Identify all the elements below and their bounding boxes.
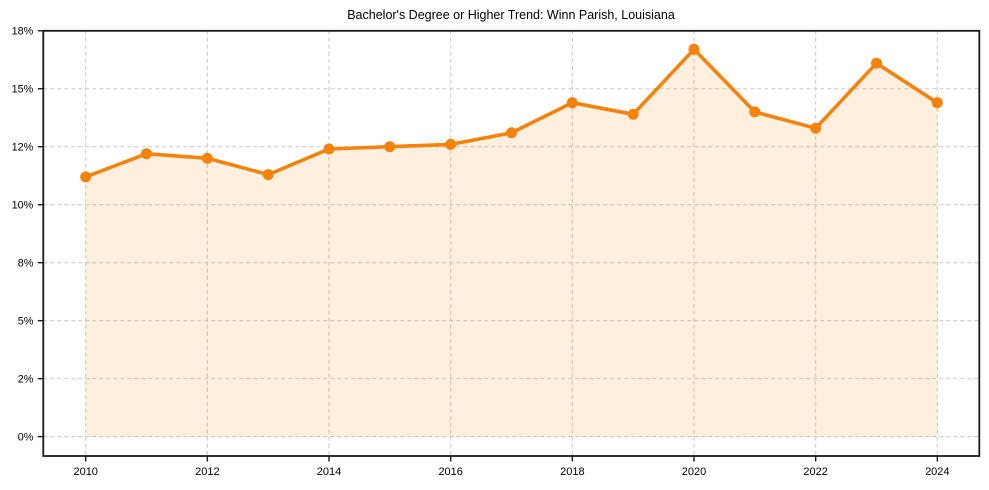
data-point (384, 141, 396, 153)
y-tick-label: 12% (12, 142, 34, 154)
y-tick-label: 5% (18, 315, 34, 327)
y-tick-label: 8% (18, 257, 34, 269)
x-tick-label: 2022 (803, 466, 827, 478)
data-point (201, 152, 213, 164)
data-point (749, 106, 761, 118)
data-point (323, 143, 335, 155)
y-tick-label: 15% (12, 84, 34, 96)
data-point (141, 148, 152, 160)
x-tick-label: 2024 (925, 466, 949, 478)
series-area (85, 49, 938, 437)
x-tick-label: 2014 (317, 466, 341, 478)
y-tick-label: 0% (18, 431, 34, 443)
plot-border (42, 29, 981, 457)
x-tick-label: 2016 (438, 466, 462, 478)
y-tick-label: 10% (12, 200, 34, 212)
y-tick-label: 2% (18, 373, 34, 385)
data-point (445, 138, 457, 150)
x-tick-label: 2012 (195, 466, 219, 478)
data-point (506, 127, 517, 139)
data-point (80, 171, 92, 183)
data-point (931, 97, 943, 109)
data-point (810, 122, 822, 134)
chart-title: Bachelor's Degree or Higher Trend: Winn … (347, 8, 675, 22)
data-point (871, 57, 882, 69)
data-point (627, 108, 639, 120)
data-point (262, 169, 274, 181)
x-tick-label: 2018 (560, 466, 584, 478)
y-tick-label: 18% (12, 26, 34, 38)
x-tick-label: 2020 (682, 466, 706, 478)
data-point (566, 97, 578, 109)
x-tick-label: 2010 (73, 466, 97, 478)
data-point (688, 43, 700, 55)
